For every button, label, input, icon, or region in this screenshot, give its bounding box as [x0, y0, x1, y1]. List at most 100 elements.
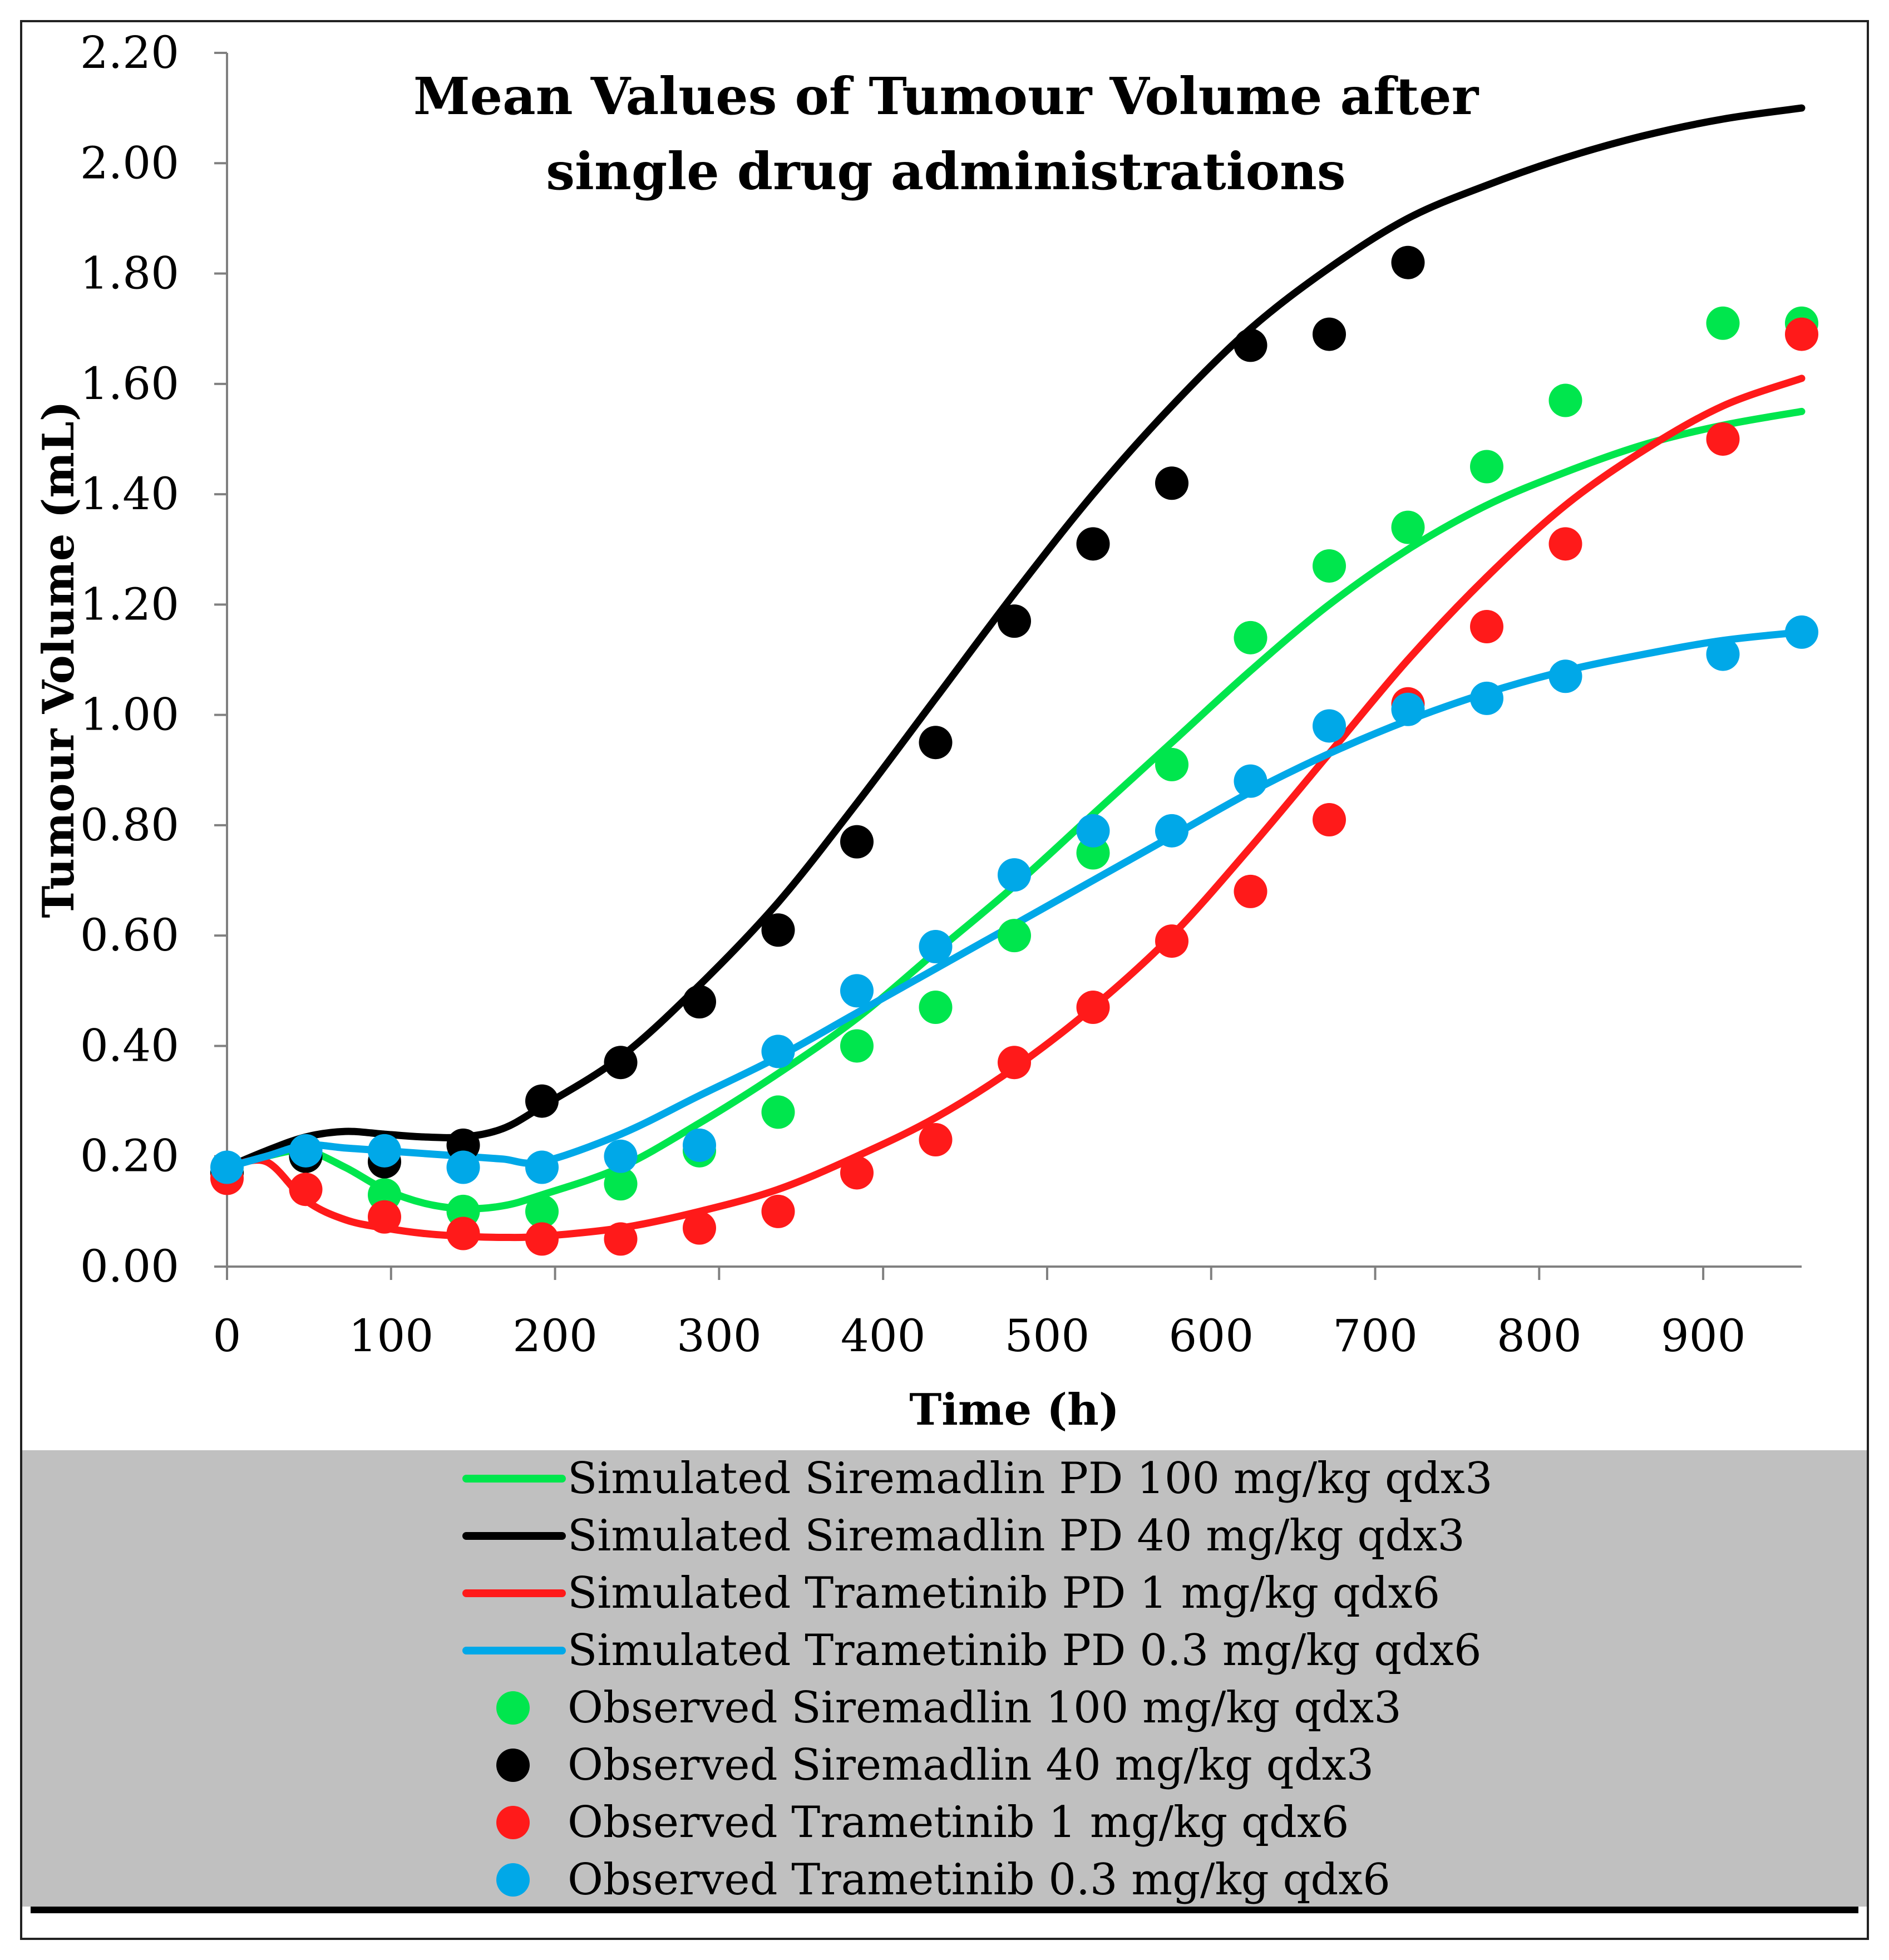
x-tick-label: 500 — [1005, 1310, 1090, 1362]
observed-point-siremadlin-40 — [919, 726, 953, 760]
observed-point-trametinib-1 — [919, 1122, 953, 1156]
observed-point-trametinib-1 — [1706, 422, 1740, 456]
observed-point-trametinib-1 — [683, 1211, 716, 1245]
observed-point-siremadlin-40 — [525, 1084, 559, 1118]
legend-swatch-observed-trametinib-0-3 — [496, 1863, 530, 1897]
observed-point-siremadlin-40 — [604, 1046, 638, 1080]
observed-point-trametinib-0-3 — [683, 1128, 716, 1162]
observed-point-trametinib-0-3 — [446, 1150, 480, 1184]
observed-point-siremadlin-40 — [998, 604, 1031, 638]
observed-point-trametinib-1 — [840, 1156, 874, 1190]
observed-point-trametinib-1 — [368, 1200, 401, 1234]
observed-point-trametinib-0-3 — [919, 930, 953, 964]
observed-point-trametinib-0-3 — [761, 1035, 795, 1068]
observed-point-trametinib-0-3 — [840, 974, 874, 1008]
observed-point-trametinib-1 — [761, 1194, 795, 1228]
observed-point-siremadlin-100 — [919, 991, 953, 1025]
chart-title-line-1: Mean Values of Tumour Volume after — [413, 66, 1479, 126]
chart-title: Mean Values of Tumour Volume after singl… — [413, 66, 1479, 201]
observed-point-siremadlin-40 — [1155, 466, 1188, 500]
observed-point-trametinib-0-3 — [289, 1134, 323, 1168]
observed-point-trametinib-0-3 — [604, 1139, 638, 1173]
observed-point-trametinib-0-3 — [368, 1134, 401, 1168]
y-tick-label: 1.40 — [80, 468, 179, 520]
y-tick-label: 1.20 — [80, 578, 179, 630]
observed-point-trametinib-0-3 — [210, 1150, 244, 1184]
observed-point-trametinib-0-3 — [1785, 615, 1818, 649]
legend-label-simulated-siremadlin-40: Simulated Siremadlin PD 40 mg/kg qdx3 — [568, 1511, 1465, 1561]
legend-label-simulated-siremadlin-100: Simulated Siremadlin PD 100 mg/kg qdx3 — [568, 1454, 1493, 1504]
x-tick-label: 200 — [512, 1310, 598, 1362]
observed-series — [210, 245, 1818, 1256]
observed-point-siremadlin-100 — [761, 1095, 795, 1129]
observed-point-trametinib-0-3 — [1470, 681, 1503, 715]
observed-point-siremadlin-100 — [604, 1167, 638, 1201]
y-tick-label: 1.00 — [80, 689, 179, 741]
y-tick-label: 1.80 — [80, 248, 179, 299]
y-tick-label: 2.20 — [80, 27, 179, 78]
observed-point-siremadlin-100 — [1706, 306, 1740, 340]
legend-label-observed-siremadlin-40: Observed Siremadlin 40 mg/kg qdx3 — [568, 1740, 1374, 1790]
x-axis-label: Time (h) — [909, 1385, 1119, 1435]
observed-point-siremadlin-40 — [1313, 317, 1346, 351]
observed-point-trametinib-1 — [998, 1046, 1031, 1080]
x-tick-label: 600 — [1168, 1310, 1254, 1362]
observed-point-trametinib-1 — [446, 1217, 480, 1250]
observed-point-trametinib-1 — [1785, 317, 1818, 351]
observed-point-trametinib-0-3 — [525, 1150, 559, 1184]
observed-point-siremadlin-100 — [525, 1194, 559, 1228]
observed-point-trametinib-1 — [1234, 874, 1267, 908]
observed-point-siremadlin-40 — [1234, 328, 1267, 362]
observed-point-trametinib-0-3 — [1155, 814, 1188, 848]
observed-point-siremadlin-40 — [1391, 245, 1425, 279]
x-ticks: 0 100 200 300 400 500 600 700 800 900 — [213, 1267, 1746, 1362]
legend-swatch-observed-siremadlin-100 — [496, 1691, 530, 1725]
x-tick-label: 100 — [348, 1310, 433, 1362]
observed-point-siremadlin-100 — [998, 919, 1031, 953]
x-tick-label: 700 — [1333, 1310, 1418, 1362]
legend: Simulated Siremadlin PD 100 mg/kg qdx3 Si… — [462, 1454, 1493, 1905]
observed-point-trametinib-0-3 — [1076, 814, 1110, 848]
observed-point-siremadlin-40 — [840, 825, 874, 859]
x-tick-label: 0 — [213, 1310, 241, 1362]
y-ticks: 0.00 0.20 0.40 0.60 0.80 1.00 1.20 1.40 1.60 1.80… — [80, 27, 227, 1292]
legend-swatch-observed-trametinib-1 — [496, 1806, 530, 1839]
observed-point-trametinib-0-3 — [1706, 637, 1740, 671]
observed-point-siremadlin-100 — [1391, 510, 1425, 544]
y-tick-label: 0.60 — [80, 909, 179, 961]
observed-point-trametinib-1 — [1470, 610, 1503, 644]
x-tick-label: 300 — [677, 1310, 762, 1362]
y-tick-label: 2.00 — [80, 137, 179, 189]
observed-point-trametinib-0-3 — [1391, 692, 1425, 726]
observed-point-trametinib-1 — [1155, 924, 1188, 958]
x-tick-label: 900 — [1661, 1310, 1746, 1362]
observed-point-siremadlin-40 — [683, 985, 716, 1019]
observed-point-trametinib-0-3 — [1234, 764, 1267, 798]
y-tick-label: 0.40 — [80, 1020, 179, 1071]
legend-label-observed-siremadlin-100: Observed Siremadlin 100 mg/kg qdx3 — [568, 1683, 1402, 1733]
observed-point-trametinib-1 — [289, 1173, 323, 1206]
legend-label-simulated-trametinib-1: Simulated Trametinib PD 1 mg/kg qdx6 — [568, 1568, 1440, 1618]
axes: 0.00 0.20 0.40 0.60 0.80 1.00 1.20 1.40 1.60 1.80… — [80, 27, 1802, 1362]
observed-point-siremadlin-40 — [1076, 527, 1110, 561]
legend-background — [22, 1450, 1867, 1907]
observed-point-siremadlin-100 — [1234, 620, 1267, 654]
x-tick-label: 400 — [841, 1310, 926, 1362]
legend-swatch-observed-siremadlin-40 — [496, 1749, 530, 1782]
chart-title-line-2: single drug administrations — [546, 141, 1345, 201]
y-tick-label: 0.80 — [80, 799, 179, 851]
observed-point-siremadlin-40 — [761, 913, 795, 947]
observed-point-trametinib-1 — [1313, 802, 1346, 836]
x-tick-label: 800 — [1497, 1310, 1582, 1362]
observed-point-trametinib-0-3 — [1548, 659, 1582, 693]
simulated-line-trametinib-1 — [223, 375, 1806, 1242]
legend-label-simulated-trametinib-0-3: Simulated Trametinib PD 0.3 mg/kg qdx6 — [568, 1626, 1482, 1676]
observed-point-trametinib-1 — [1548, 527, 1582, 561]
y-tick-label: 1.60 — [80, 358, 179, 410]
observed-point-trametinib-1 — [525, 1222, 559, 1256]
y-axis-label: Tumour Volume (mL) — [33, 401, 84, 918]
y-tick-label: 0.20 — [80, 1130, 179, 1182]
observed-point-trametinib-1 — [1076, 991, 1110, 1025]
observed-point-siremadlin-100 — [1548, 383, 1582, 417]
